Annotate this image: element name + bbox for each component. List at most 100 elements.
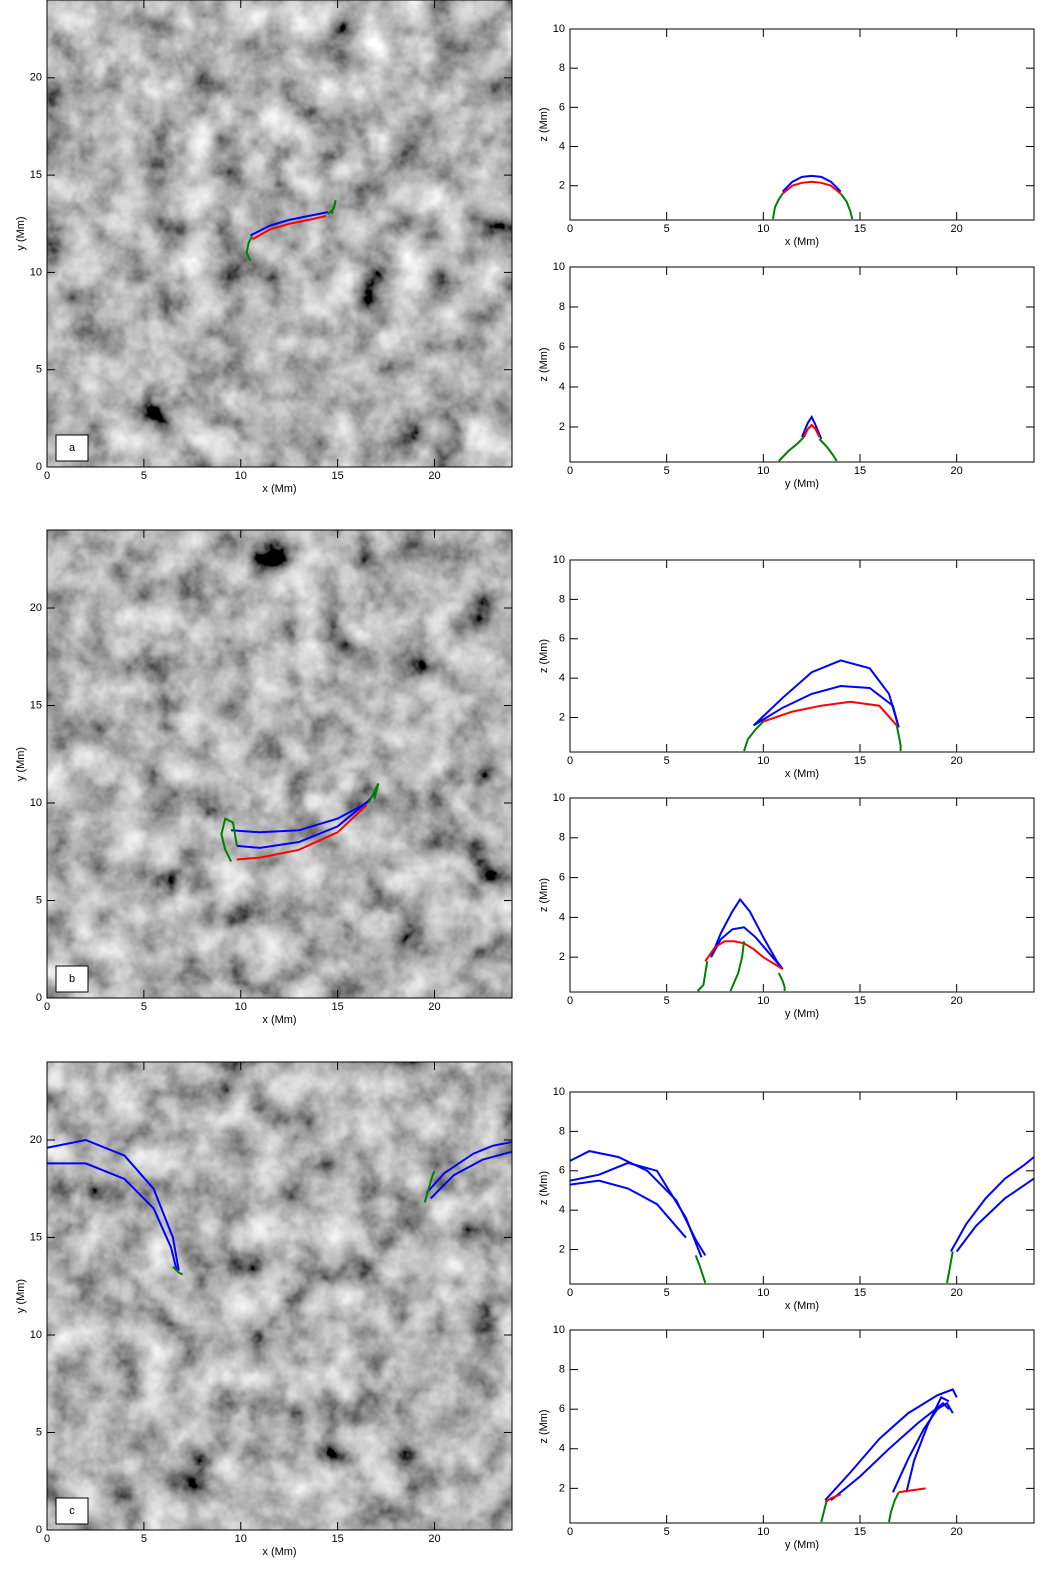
panel-label-box [55,434,89,462]
x-axis-label: x (Mm) [262,1014,296,1026]
y-axis-label: y (Mm) [15,1279,27,1313]
x-tick-label: 20 [951,755,963,767]
field-line [818,438,838,462]
y-tick-label: 4 [559,1443,565,1455]
plot-area [696,897,786,992]
y-tick-label: 8 [559,832,565,844]
field-line [710,926,784,970]
x-tick-label: 15 [854,1526,866,1538]
panel: 0 5 10 15 20 2 4 6 8 10 y (Mm) z (Mm) [538,261,1035,490]
y-tick-label: 20 [30,602,42,614]
x-tick-label: 10 [235,1001,247,1013]
panel: 0 5 10 15 20 0 5 10 15 20 x (Mm) y (Mm) b [15,529,513,1026]
field-line [905,1395,950,1493]
y-tick-label: 0 [36,461,42,473]
x-tick-label: 15 [854,465,866,477]
x-tick-label: 10 [757,223,769,235]
granulation-image [47,0,512,467]
x-tick-label: 10 [757,1287,769,1299]
plot-area [772,174,854,220]
granulation-image [47,1062,512,1530]
field-line [839,193,854,220]
panel: 0 5 10 15 20 2 4 6 8 10 x (Mm) z (Mm) [538,1086,1035,1312]
x-tick-label: 10 [235,470,247,482]
y-tick-label: 4 [559,381,565,393]
x-axis-label: y (Mm) [785,1008,819,1020]
axis-frame [569,266,1035,463]
axis-frame [569,559,1035,753]
field-line [772,193,784,220]
plot-area [778,414,838,462]
axis-frame [46,0,513,468]
y-tick-label: 6 [559,101,565,113]
field-line [895,725,902,751]
field-line [327,200,337,215]
y-tick-label: 6 [559,341,565,353]
y-tick-label: 10 [553,554,565,566]
y-tick-label: 4 [559,911,565,923]
x-tick-label: 5 [141,1533,147,1545]
field-line [946,1251,954,1284]
y-axis-label: z (Mm) [538,639,550,673]
y-tick-label: 8 [559,301,565,313]
x-tick-label: 15 [332,1001,344,1013]
panel: 0 5 10 15 20 0 5 10 15 20 x (Mm) y (Mm) a [15,0,513,495]
field-line [955,1177,1034,1253]
y-axis-label: z (Mm) [538,1171,550,1205]
field-line [820,1499,829,1523]
y-tick-label: 4 [559,672,565,684]
panel: 0 5 10 15 20 2 4 6 8 10 y (Mm) z (Mm) [538,1324,1035,1551]
x-tick-label: 20 [951,995,963,1007]
x-tick-label: 15 [854,755,866,767]
field-line [172,1266,184,1276]
field-line [696,961,709,992]
plot-area [220,783,380,862]
panel-label: a [69,442,76,454]
x-tick-label: 20 [951,223,963,235]
panel: 0 5 10 15 20 2 4 6 8 10 y (Mm) z (Mm) [538,792,1035,1020]
field-line [570,1161,703,1258]
y-tick-label: 10 [553,792,565,804]
field-line [236,798,372,849]
y-tick-label: 5 [36,364,42,376]
field-line [753,659,900,728]
y-axis-label: z (Mm) [538,107,550,141]
field-line [367,783,380,804]
field-line [220,817,238,862]
y-tick-label: 4 [559,1204,565,1216]
x-tick-label: 20 [951,465,963,477]
axis-frame [46,1061,513,1531]
y-axis-label: z (Mm) [538,1409,550,1443]
y-tick-label: 0 [36,992,42,1004]
panel-label: c [69,1505,75,1517]
y-axis-label: z (Mm) [538,878,550,912]
field-line [236,804,368,861]
y-tick-label: 15 [30,169,42,181]
y-tick-label: 4 [559,140,565,152]
x-tick-label: 0 [44,1001,50,1013]
y-tick-label: 2 [559,711,565,723]
y-tick-label: 20 [30,72,42,84]
x-tick-label: 0 [567,995,573,1007]
plot-area [47,1138,512,1276]
y-tick-label: 8 [559,62,565,74]
x-tick-label: 10 [757,465,769,477]
y-tick-label: 6 [559,1403,565,1415]
x-tick-label: 0 [567,465,573,477]
x-axis-label: x (Mm) [262,1546,296,1558]
field-line [47,1138,180,1271]
plot-area [743,659,902,752]
granulation-image [47,530,512,998]
field-line [801,414,823,440]
x-tick-label: 5 [664,995,670,1007]
y-tick-label: 10 [30,1329,42,1341]
x-tick-label: 15 [332,470,344,482]
x-axis-label: y (Mm) [785,478,819,490]
y-tick-label: 5 [36,1426,42,1438]
y-tick-label: 10 [553,261,565,273]
field-line [824,1388,958,1501]
x-tick-label: 20 [428,1533,440,1545]
panel: 0 5 10 15 20 0 5 10 15 20 x (Mm) y (Mm) c [15,1061,513,1558]
field-line [824,1493,842,1504]
x-tick-label: 15 [854,1287,866,1299]
